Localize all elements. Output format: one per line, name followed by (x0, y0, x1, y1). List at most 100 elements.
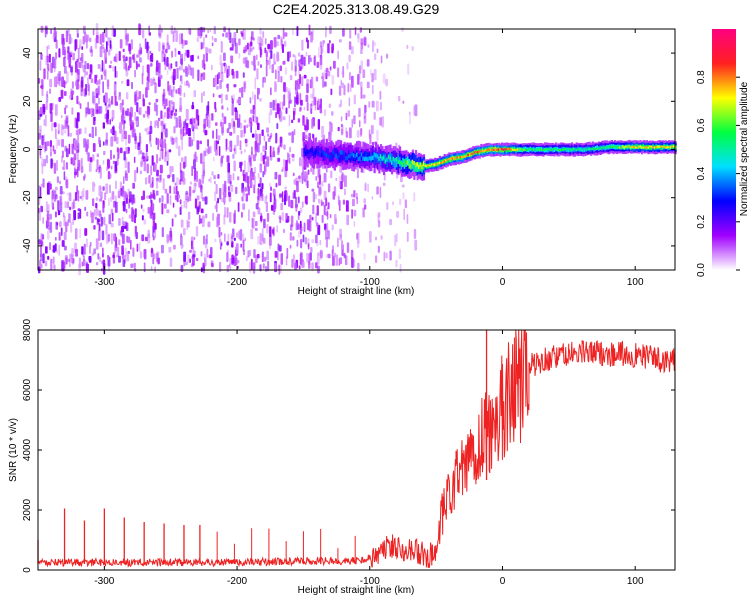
heatmap-cell (297, 215, 300, 221)
heatmap-cell (179, 97, 182, 107)
heatmap-cell (207, 101, 210, 111)
heatmap-cell (269, 192, 272, 203)
heatmap-cell (359, 27, 362, 33)
heatmap-cell (80, 166, 84, 173)
heatmap-cell (128, 43, 131, 52)
heatmap-cell (62, 42, 65, 48)
heatmap-cell (280, 253, 283, 265)
heatmap-cell (39, 113, 43, 117)
heatmap-cell (253, 109, 257, 119)
heatmap-cell (166, 69, 169, 75)
heatmap-cell (262, 145, 266, 152)
heatmap-cell (76, 153, 79, 161)
heatmap-cell (50, 111, 53, 123)
heatmap-cell (316, 252, 320, 265)
heatmap-cell (267, 260, 270, 272)
heatmap-cell (259, 36, 262, 47)
heatmap-cell (292, 54, 295, 58)
heatmap-cell (327, 202, 330, 210)
heatmap-cell (246, 60, 250, 69)
heatmap-cell (375, 236, 378, 241)
heatmap-cell (575, 148, 578, 151)
heatmap-cell (97, 218, 101, 223)
heatmap-cell (44, 260, 48, 267)
heatmap-cell (274, 188, 276, 196)
heatmap-cell (289, 99, 293, 104)
heatmap-cell (395, 157, 398, 162)
heatmap-cell (121, 226, 125, 233)
heatmap-cell (169, 195, 172, 205)
heatmap-cell (551, 148, 554, 151)
heatmap-cell (339, 228, 342, 241)
heatmap-cell (260, 64, 263, 68)
heatmap-cell (161, 141, 164, 151)
heatmap-cell (277, 65, 280, 73)
heatmap-cell (660, 145, 663, 150)
colorbar-ticks: 0.00.20.40.60.8 (696, 70, 740, 277)
heatmap-cell (238, 97, 241, 105)
heatmap-cell (386, 53, 389, 59)
heatmap-cell (229, 211, 232, 223)
heatmap-cell (261, 183, 264, 190)
heatmap-cell (518, 148, 521, 151)
heatmap-cell (118, 218, 121, 226)
heatmap-cell (274, 81, 277, 93)
heatmap-cell (176, 67, 179, 79)
heatmap-cell (348, 127, 352, 139)
heatmap-cell (194, 198, 198, 209)
heatmap-cell (92, 29, 95, 36)
heatmap-cell (139, 150, 143, 154)
heatmap-cell (349, 83, 352, 92)
heatmap-cell (233, 120, 235, 127)
heatmap-cell (208, 119, 211, 129)
heatmap-cell (251, 31, 254, 40)
heatmap-cell (337, 67, 340, 78)
heatmap-cell (251, 133, 255, 138)
heatmap-cell (642, 146, 645, 149)
heatmap-cell (360, 42, 364, 50)
heatmap-cell (260, 48, 263, 56)
heatmap-cell (166, 56, 169, 67)
heatmap-cell (99, 242, 103, 248)
heatmap-cell (94, 37, 98, 49)
heatmap-cell (127, 161, 130, 173)
heatmap-cell (247, 42, 249, 50)
heatmap-cell (57, 200, 60, 212)
heatmap-cell (491, 148, 494, 151)
y-tick-label: -40 (22, 238, 33, 253)
heatmap-cell (116, 158, 119, 166)
heatmap-cell (100, 74, 103, 80)
heatmap-cell (381, 156, 384, 161)
heatmap-cell (257, 87, 260, 95)
heatmap-cell (309, 214, 312, 223)
heatmap-cell (43, 119, 46, 126)
heatmap-cell (218, 146, 221, 156)
heatmap-cell (157, 117, 161, 122)
heatmap-cell (59, 221, 62, 227)
heatmap-cell (473, 151, 476, 154)
heatmap-cell (267, 133, 269, 137)
heatmap-cell (103, 141, 105, 146)
heatmap-cell (596, 145, 599, 150)
heatmap-cell (110, 223, 114, 228)
heatmap-cell (64, 245, 67, 251)
heatmap-cell (649, 145, 652, 148)
heatmap-cell (39, 125, 42, 132)
heatmap-cell (251, 91, 254, 100)
heatmap-cell (191, 240, 193, 250)
heatmap-cell (301, 178, 304, 184)
heatmap-cell (633, 145, 636, 148)
heatmap-cell (379, 117, 382, 126)
heatmap-cell (251, 217, 254, 229)
heatmap-cell (172, 101, 175, 111)
heatmap-cell (591, 147, 594, 150)
heatmap-cell (364, 204, 367, 210)
heatmap-cell (152, 257, 155, 265)
heatmap-cell (291, 119, 294, 124)
heatmap-cell (379, 154, 383, 159)
heatmap-cell (397, 155, 400, 174)
heatmap-cell (537, 148, 540, 151)
heatmap-cell (111, 233, 113, 245)
heatmap-cell (90, 78, 94, 84)
heatmap-cell (50, 147, 52, 157)
